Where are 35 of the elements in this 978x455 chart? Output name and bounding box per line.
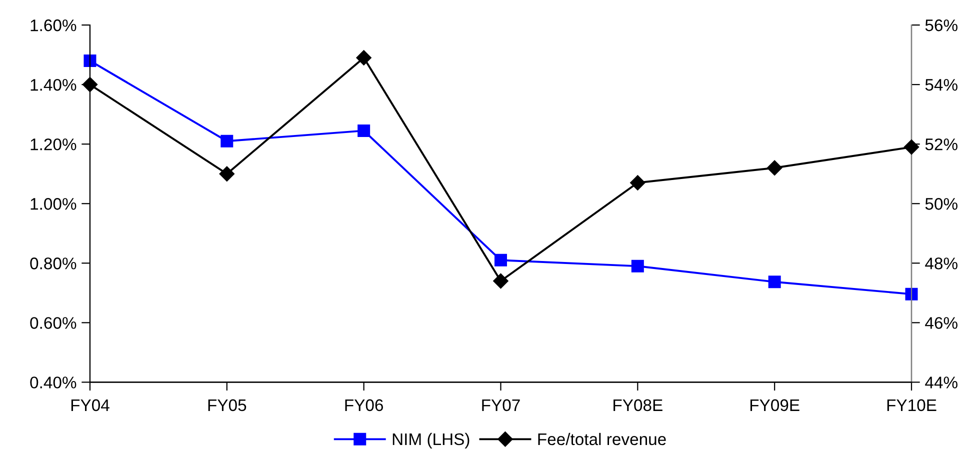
point	[493, 273, 508, 289]
y2-tick-label: 56%	[925, 19, 958, 32]
y-tick-label: 1.00%	[30, 198, 76, 210]
point	[356, 50, 372, 66]
y-tick-label: 1.60%	[30, 19, 76, 32]
x-tick-label: FY10E	[887, 399, 936, 412]
y-tick-label: 0.80%	[30, 258, 76, 270]
x-tick-label: FY09E	[750, 399, 800, 412]
x-tick-label: FY07	[482, 399, 520, 412]
y2-tick-label: 50%	[925, 198, 958, 210]
x-tick-label: FY06	[345, 399, 383, 412]
point	[84, 54, 96, 67]
legend-label: Fee/total revenue	[538, 432, 666, 446]
point	[768, 276, 781, 288]
x-tick-label: FY04	[71, 399, 110, 412]
legend-label: NIM (LHS)	[392, 432, 470, 448]
y2-tick-label: 46%	[925, 317, 958, 329]
point	[219, 166, 234, 182]
point	[494, 254, 507, 266]
y-tick-label: 1.40%	[30, 78, 76, 91]
y2-tick-label: 54%	[925, 79, 958, 91]
x-tick-label: FY08E	[614, 399, 662, 412]
y-tick-label: 0.40%	[30, 376, 76, 388]
x-tick-label: FY05	[208, 399, 246, 412]
point	[220, 134, 234, 148]
y-tick-label: 1.20%	[30, 138, 76, 150]
point	[767, 160, 782, 176]
y2-tick-label: 44%	[925, 376, 958, 388]
y2-tick-label: 48%	[925, 258, 958, 270]
y2-tick-label: 52%	[925, 138, 958, 150]
point	[905, 288, 918, 300]
y-tick-label: 0.60%	[30, 317, 76, 329]
point	[631, 260, 644, 272]
point	[358, 124, 370, 137]
point	[630, 175, 646, 190]
